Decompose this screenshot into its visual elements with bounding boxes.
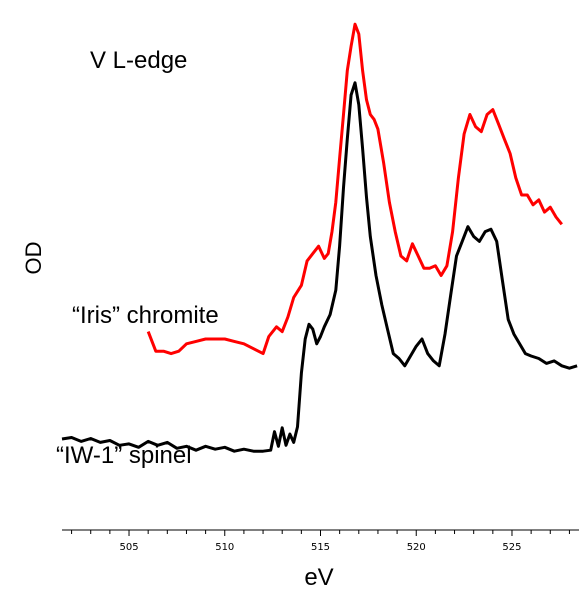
- chart-title: V L-edge: [90, 47, 187, 74]
- series-line-iris-chromite: [146, 22, 563, 356]
- x-tick-label: 510: [215, 542, 234, 553]
- x-axis-ticks: 505 510 515 520 525: [71, 530, 570, 553]
- series-line-iw1-spinel: [61, 81, 578, 453]
- x-axis-label: eV: [304, 564, 333, 591]
- x-tick-label: 515: [311, 542, 330, 553]
- y-axis-label: OD: [21, 242, 46, 275]
- x-tick-label: 505: [119, 542, 138, 553]
- series-label-iw1-spinel: “IW-1” spinel: [56, 442, 192, 469]
- series-layer: [61, 22, 578, 453]
- x-tick-label: 525: [502, 542, 521, 553]
- x-tick-label: 520: [407, 542, 426, 553]
- series-label-iris-chromite: “Iris” chromite: [72, 302, 219, 329]
